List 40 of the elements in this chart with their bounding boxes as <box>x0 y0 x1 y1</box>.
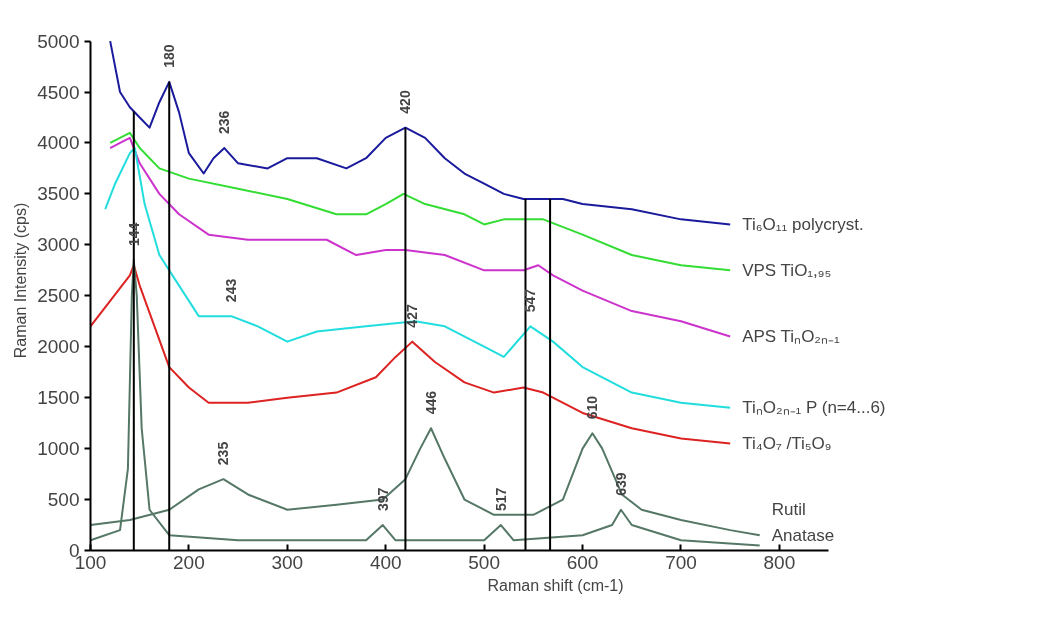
y-tick-label: 2000 <box>37 336 80 358</box>
y-tick-label: 2500 <box>37 285 80 307</box>
annotation: 144 <box>125 222 142 247</box>
annotation: 427 <box>404 304 421 328</box>
y-tick-label: 1000 <box>37 438 80 460</box>
annotation: 236 <box>216 110 233 135</box>
x-tick-label: 300 <box>271 551 304 573</box>
series-label: Ti₆O₁₁ polycryst. <box>742 214 864 234</box>
annotation: 180 <box>161 44 178 68</box>
series-label: Rutil <box>771 500 806 520</box>
series-label: TiₙO₂ₙ₋₁ P (n=4...6) <box>742 398 886 418</box>
line-series <box>109 136 732 338</box>
series-label: APS TiₙO₂ₙ₋₁ <box>742 327 840 347</box>
annotation: 547 <box>522 288 539 313</box>
annotation: 446 <box>423 390 440 415</box>
series-label: VPS TiO₁,₉₅ <box>742 260 832 280</box>
y-tick-label: 500 <box>47 489 80 511</box>
annotation: 243 <box>223 278 240 303</box>
y-axis-title: Raman Intensity (cps) <box>12 202 30 359</box>
y-tick-label: 3500 <box>37 183 80 205</box>
x-tick-label: 600 <box>566 551 599 573</box>
y-tick-label: 3000 <box>37 234 80 256</box>
annotation: 517 <box>492 487 509 512</box>
x-tick-label: 500 <box>468 551 500 573</box>
y-tick-label: 1500 <box>37 387 80 409</box>
x-tick-label: 200 <box>173 551 205 573</box>
y-tick-label: 4500 <box>37 81 80 103</box>
y-tick-label: 5000 <box>37 30 80 52</box>
annotation: 420 <box>397 90 414 114</box>
series-label: Ti₄O₇ /Ti₅O₉ <box>742 434 832 454</box>
y-tick-label: 4000 <box>37 132 80 154</box>
x-tick-label: 800 <box>763 551 796 573</box>
annotation: 235 <box>215 441 232 466</box>
x-tick-label: 700 <box>665 551 697 573</box>
series-label: Anatase <box>771 525 835 545</box>
annotation: 397 <box>374 487 391 512</box>
x-axis-title: Raman shift (cm-1) <box>487 576 624 594</box>
annotation: 610 <box>584 395 601 420</box>
x-tick-label: 400 <box>369 551 402 573</box>
annotation: 639 <box>612 472 629 496</box>
